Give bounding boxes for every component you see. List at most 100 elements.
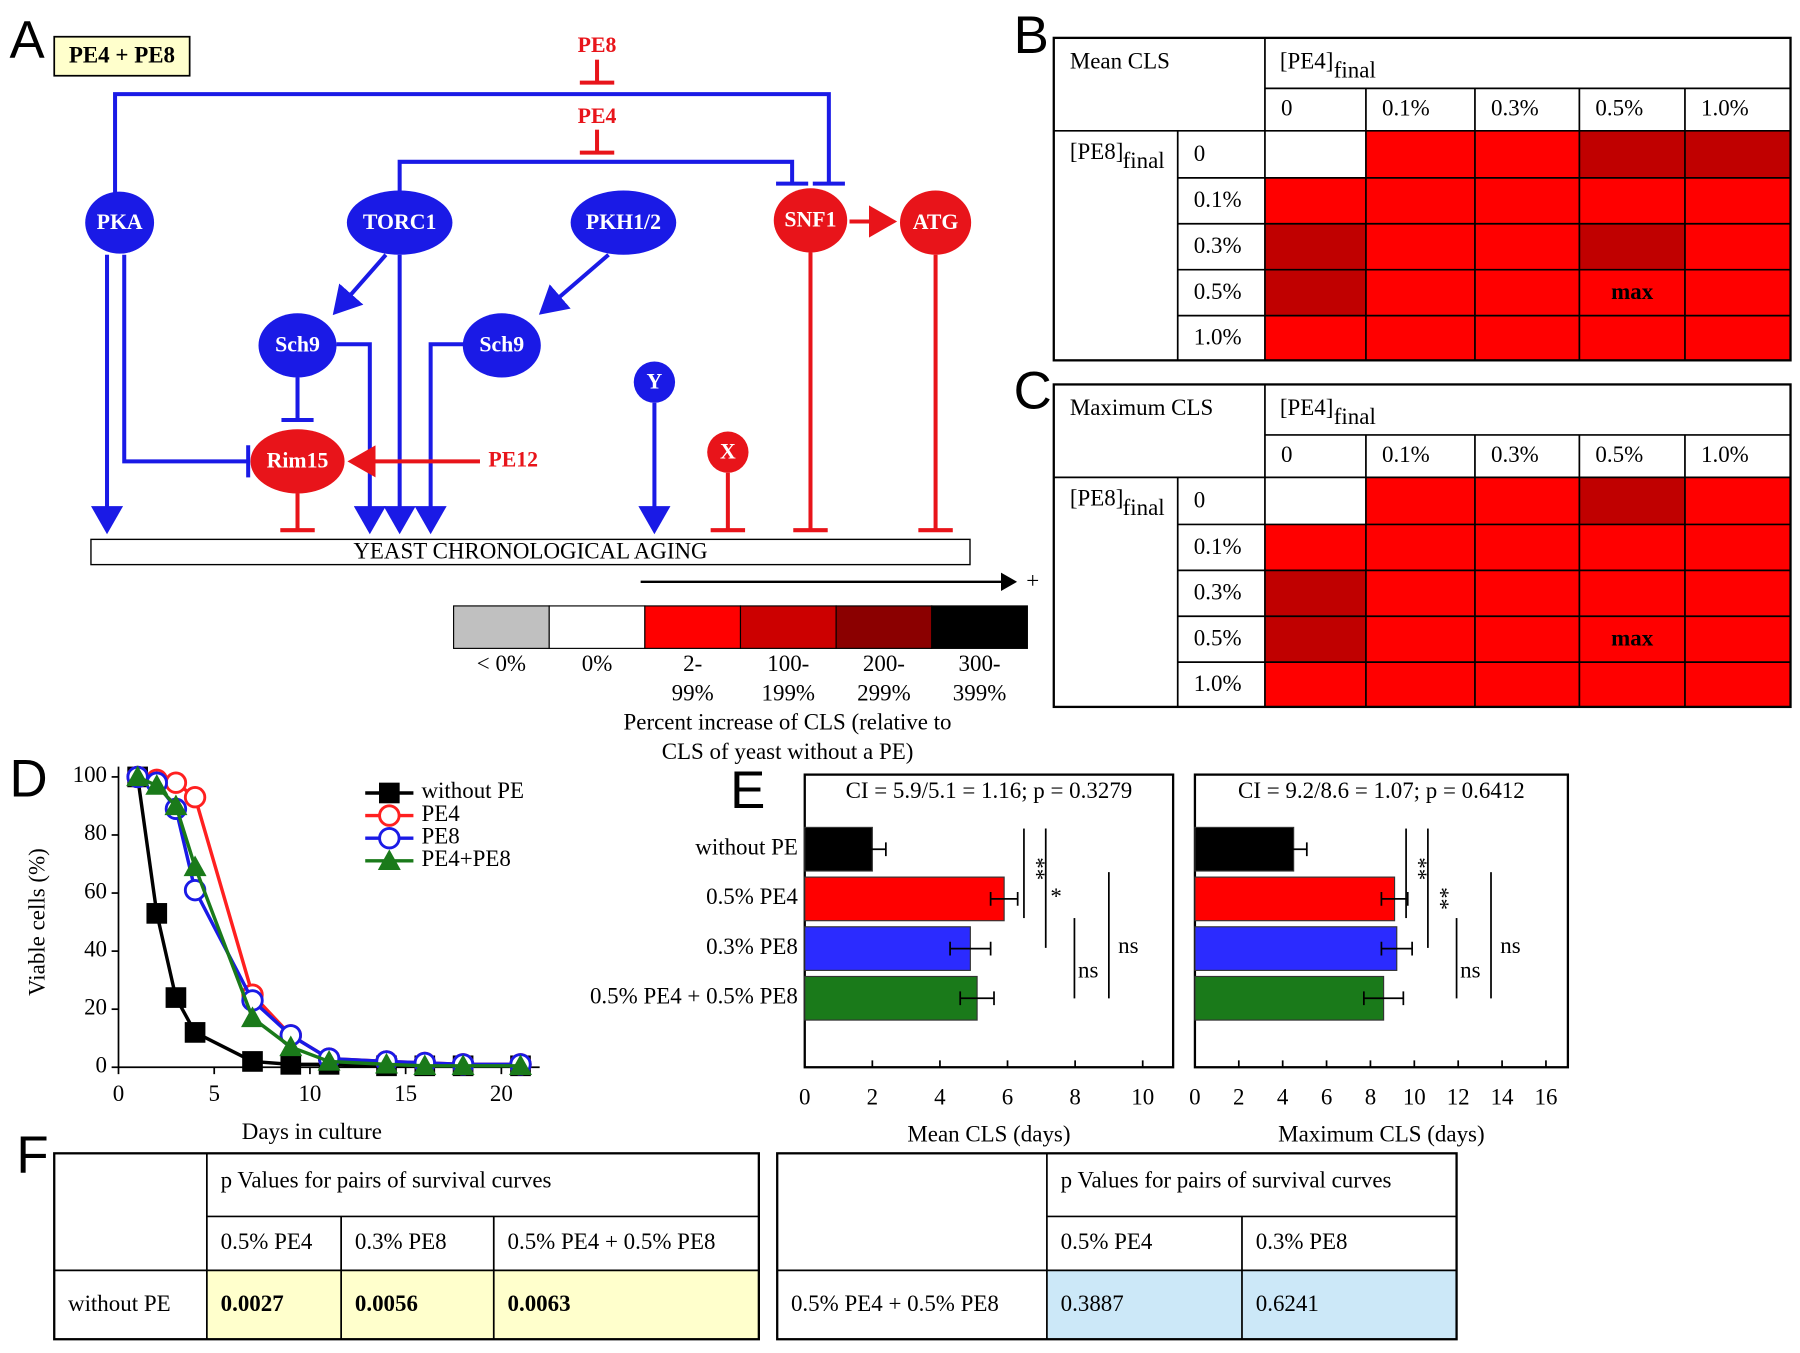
x-tick-label: 12 bbox=[1447, 1085, 1470, 1110]
panel-label: F bbox=[16, 1126, 48, 1185]
x-tick-label: 4 bbox=[1277, 1085, 1289, 1110]
x-tick-label: 14 bbox=[1491, 1085, 1514, 1110]
y-tick-label: 100 bbox=[73, 762, 107, 787]
category-label: 0.5% PE4 + 0.5% PE8 bbox=[590, 984, 798, 1009]
scale-swatch bbox=[453, 605, 550, 649]
column-label: 0.3% bbox=[1491, 95, 1539, 120]
heatmap-cell bbox=[1365, 223, 1475, 270]
chart-title: CI = 9.2/8.6 = 1.07; p = 0.6412 bbox=[1238, 778, 1525, 803]
significance: ns bbox=[1500, 933, 1520, 958]
category-label: without PE bbox=[695, 834, 798, 859]
subscript: final bbox=[1334, 404, 1376, 429]
panel-label: A bbox=[9, 11, 45, 70]
table-value: 0.3887 bbox=[1061, 1291, 1124, 1316]
heatmap-cell bbox=[1264, 223, 1366, 270]
subscript: final bbox=[1123, 148, 1165, 173]
node-label: Rim15 bbox=[267, 448, 329, 472]
row-header: [PE8] bbox=[1070, 139, 1124, 164]
column-label: 0.3% PE8 bbox=[1256, 1229, 1348, 1254]
heatmap-cell bbox=[1684, 130, 1791, 178]
heatmap-title: Maximum CLS bbox=[1070, 395, 1213, 420]
heatmap-cell bbox=[1579, 223, 1685, 270]
y-axis-title: Viable cells (%) bbox=[25, 848, 50, 996]
compound: PE8 bbox=[578, 33, 617, 57]
marker bbox=[378, 827, 401, 850]
x-tick-label: 20 bbox=[490, 1081, 513, 1106]
node bbox=[900, 190, 972, 255]
row-label: 0.3% bbox=[1194, 233, 1242, 258]
row-label: 0.5% PE4 + 0.5% PE8 bbox=[791, 1291, 999, 1316]
row-label: without PE bbox=[68, 1291, 171, 1316]
marker bbox=[375, 1052, 398, 1074]
column-label: 0.5% bbox=[1595, 95, 1643, 120]
legend-label: PE4 bbox=[421, 801, 460, 826]
node bbox=[250, 429, 345, 494]
node bbox=[633, 361, 676, 403]
marker bbox=[241, 1006, 264, 1028]
panel-label: D bbox=[9, 750, 47, 809]
scale-label: < 0% bbox=[477, 651, 526, 676]
scale-swatch bbox=[644, 605, 742, 649]
heatmap-cell bbox=[1474, 570, 1580, 617]
x-tick-label: 8 bbox=[1365, 1085, 1376, 1110]
x-tick-label: 8 bbox=[1069, 1085, 1080, 1110]
heatmap-cell bbox=[1365, 570, 1475, 617]
marker bbox=[509, 1054, 532, 1075]
significance: ns bbox=[1460, 957, 1480, 982]
heatmap-cell bbox=[1684, 570, 1791, 617]
scale-label: 0% bbox=[582, 651, 613, 676]
scale-label: 2- bbox=[683, 651, 702, 676]
marker bbox=[126, 765, 150, 787]
row-label: 0.1% bbox=[1194, 534, 1242, 559]
x-tick-label: 2 bbox=[1233, 1085, 1244, 1110]
node-label: X bbox=[720, 439, 736, 463]
column-label: 0 bbox=[1281, 95, 1292, 120]
scale-swatch bbox=[739, 605, 837, 649]
legend-label: PE4+PE8 bbox=[421, 846, 510, 871]
significance: * bbox=[1050, 884, 1061, 909]
compound: PE4 bbox=[578, 104, 617, 128]
x-tick-label: 0 bbox=[799, 1085, 810, 1110]
marker bbox=[164, 771, 188, 794]
value-cell bbox=[206, 1270, 342, 1340]
bar bbox=[1194, 975, 1385, 1021]
heatmap-cell bbox=[1579, 477, 1685, 525]
scale-caption: Percent increase of CLS (relative to bbox=[624, 709, 952, 734]
scale-label: 99% bbox=[672, 681, 714, 706]
subscript: final bbox=[1123, 495, 1165, 520]
category-label: 0.5% PE4 bbox=[706, 884, 798, 909]
node bbox=[258, 313, 337, 378]
x-tick-label: 2 bbox=[867, 1085, 878, 1110]
scale-label: 199% bbox=[762, 681, 816, 706]
heatmap-cell bbox=[1684, 477, 1791, 525]
heatmap-cell bbox=[1264, 269, 1366, 316]
x-tick-label: 4 bbox=[934, 1085, 946, 1110]
node-label: ATG bbox=[913, 210, 959, 234]
chart-title: CI = 5.9/5.1 = 1.16; p = 0.3279 bbox=[846, 778, 1133, 803]
x-tick-label: 10 bbox=[1131, 1085, 1154, 1110]
node-label: Sch9 bbox=[479, 333, 524, 357]
marker bbox=[145, 774, 169, 795]
heatmap-cell bbox=[1474, 130, 1580, 178]
column-label: 0 bbox=[1281, 442, 1292, 467]
category-label: 0.3% PE8 bbox=[706, 934, 798, 959]
value-cell bbox=[341, 1270, 494, 1340]
heatmap-cell bbox=[1474, 524, 1580, 571]
heatmap-cell bbox=[1365, 130, 1475, 178]
heatmap-cell bbox=[1264, 130, 1366, 178]
marker bbox=[280, 1054, 302, 1075]
scale-swatch bbox=[931, 605, 1028, 649]
arrow bbox=[414, 342, 464, 535]
scale-label: 300- bbox=[959, 651, 1001, 676]
compound: PE12 bbox=[488, 447, 538, 471]
heatmap-cell bbox=[1474, 477, 1580, 525]
cell-label: max bbox=[1611, 279, 1654, 304]
direction: + bbox=[1026, 568, 1039, 593]
heatmap-cell bbox=[1684, 662, 1791, 707]
marker bbox=[184, 1022, 206, 1043]
node bbox=[346, 190, 453, 255]
panel-label: E bbox=[730, 761, 765, 820]
bar bbox=[804, 975, 978, 1021]
value-cell bbox=[1241, 1270, 1457, 1340]
